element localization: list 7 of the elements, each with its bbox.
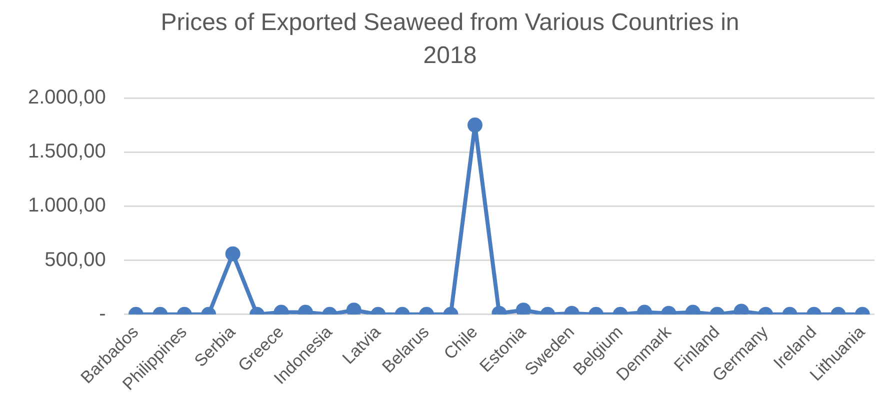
y-tick-label: 2.000,00 [28, 86, 106, 109]
y-tick-label: - [99, 302, 106, 325]
y-tick-label: 1.500,00 [28, 140, 106, 163]
chart-title: Prices of Exported Seaweed from Various Countries in 2018 [160, 8, 740, 71]
y-tick-label: 500,00 [44, 248, 106, 271]
point [467, 118, 482, 133]
y-tick-label: 1.000,00 [28, 194, 106, 217]
